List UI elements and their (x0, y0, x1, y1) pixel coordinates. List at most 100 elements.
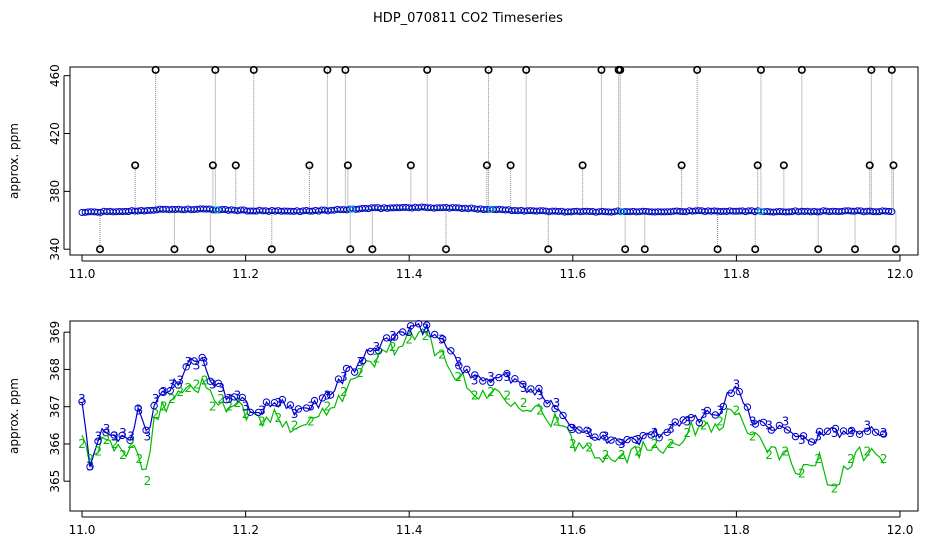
outlier-point-high (616, 65, 625, 74)
series-3-label: 3 (602, 429, 610, 443)
series-3-point (575, 426, 583, 434)
series-3-point (743, 403, 752, 411)
baseline-point (150, 206, 158, 214)
series-3-point (447, 347, 455, 355)
series-3-label: 3 (274, 396, 282, 410)
series-2-label: 2 (168, 392, 176, 406)
y-tick-label-top: 460 (48, 64, 62, 87)
outlier-point-low (851, 245, 860, 254)
series-3-point (639, 431, 647, 440)
series-3-point (358, 356, 367, 365)
series-3-point (182, 363, 190, 371)
series-2-label: 2 (291, 418, 299, 432)
y-tick-label-bottom: 368 (48, 358, 62, 381)
y-tick-label-top: 380 (48, 180, 62, 203)
series-3-point (671, 418, 679, 426)
outlier-point-low (442, 245, 451, 254)
series-3-point (799, 432, 808, 440)
series-3-label: 3 (201, 355, 209, 369)
series-2-label: 2 (765, 448, 773, 462)
series-3-label: 3 (782, 415, 790, 429)
series-3-label: 3 (209, 377, 217, 391)
series-3-label: 3 (618, 437, 626, 451)
series-3-label: 3 (683, 415, 691, 429)
outlier-point-high (305, 161, 314, 170)
x-tick-label-bottom: 11.4 (396, 523, 423, 537)
x-tick-label-top: 11.6 (559, 267, 586, 281)
series-3-point (767, 426, 776, 434)
series-3-point (775, 421, 784, 430)
series-2-label: 2 (683, 426, 691, 440)
series-3-point (118, 431, 126, 440)
series-2-line (81, 328, 885, 487)
series-2-label: 2 (700, 418, 708, 432)
series-3-point (711, 411, 719, 419)
outlier-point-low (95, 245, 104, 254)
series-3-label: 3 (667, 422, 675, 436)
series-3-point (94, 437, 102, 445)
series-3-label: 3 (95, 429, 103, 443)
outlier-point-low (751, 245, 760, 254)
series-3-point (246, 408, 255, 416)
series-3-point (479, 377, 487, 385)
series-2-label: 2 (160, 400, 168, 414)
series-3-point (751, 420, 760, 428)
series-3-label: 3 (733, 377, 741, 391)
series-3-point (374, 347, 383, 355)
series-3-point (815, 427, 824, 436)
series-2-label: 2 (225, 400, 233, 414)
series-3-point (687, 414, 695, 422)
series-2-label: 2 (749, 429, 757, 443)
series-2-label: 2 (585, 441, 593, 455)
series-3-label: 3 (160, 385, 168, 399)
outlier-point-high (208, 161, 217, 170)
outlier-point-high (779, 161, 788, 170)
series-3-point (727, 389, 735, 397)
series-3-point (86, 463, 94, 471)
outlier-point-low (621, 245, 630, 254)
x-tick-label-bottom: 11.8 (723, 523, 750, 537)
series-3-label: 3 (242, 400, 250, 414)
outlier-point-high (506, 161, 515, 170)
series-3-label: 3 (585, 426, 593, 440)
series-3-label: 3 (634, 433, 642, 447)
chart-title: HDP_070811 CO2 Timeseries (373, 11, 563, 26)
outlier-point-high (797, 65, 806, 74)
highlight-point (618, 208, 626, 216)
y-axis-label-bottom: approx. ppm (7, 378, 21, 454)
series-2-label: 2 (520, 396, 528, 410)
series-2-label: 2 (111, 437, 119, 451)
series-3-point (102, 428, 110, 437)
series-3-point (342, 364, 351, 373)
baseline-point (467, 204, 475, 212)
series-3-label: 3 (225, 392, 233, 406)
series-3-label: 3 (168, 377, 176, 391)
highlight-point (213, 206, 221, 214)
series-3-point (647, 431, 655, 439)
series-3-point (663, 428, 671, 436)
outlier-point-high (484, 65, 493, 74)
series-3-point (791, 432, 800, 441)
series-3-point (823, 427, 832, 435)
series-3-label: 3 (127, 429, 135, 443)
series-3-point (631, 435, 639, 444)
series-3-point (615, 438, 623, 446)
series-3-label: 3 (553, 396, 561, 410)
series-3-point (599, 431, 607, 439)
series-3-label: 3 (847, 426, 855, 440)
series-3-point (487, 378, 495, 387)
series-3-label: 3 (389, 329, 397, 343)
series-3-label: 3 (831, 426, 839, 440)
series-3-point (607, 436, 615, 444)
series-3-label: 3 (651, 426, 659, 440)
series-3-point (695, 418, 703, 427)
series-3-label: 3 (185, 355, 193, 369)
series-2-label: 2 (602, 448, 610, 462)
plot-frame-top (69, 66, 919, 256)
series-3-point (471, 371, 479, 379)
series-3-point (198, 353, 206, 362)
plot-frame-bottom (69, 320, 919, 512)
series-2-label: 2 (78, 437, 86, 451)
series-3-label: 3 (307, 400, 315, 414)
series-3-point (318, 394, 327, 402)
